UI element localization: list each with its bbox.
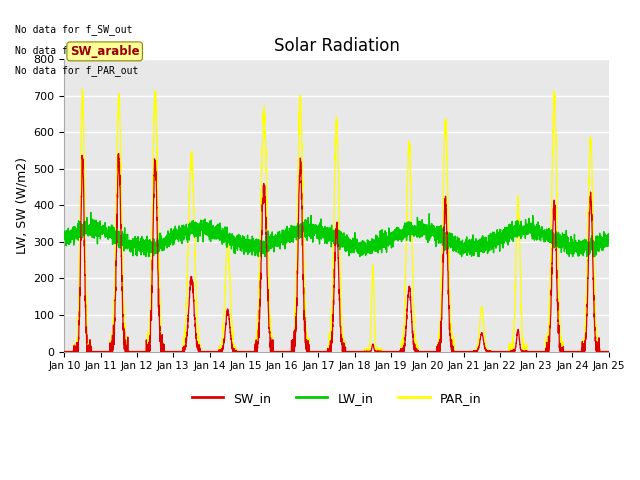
Text: No data for f_PAR_out: No data for f_PAR_out — [15, 65, 139, 76]
Legend: SW_in, LW_in, PAR_in: SW_in, LW_in, PAR_in — [187, 386, 486, 409]
Text: No data for f_SW_out: No data for f_SW_out — [15, 24, 133, 35]
Title: Solar Radiation: Solar Radiation — [274, 37, 399, 55]
Text: No data for f_LW_out: No data for f_LW_out — [15, 45, 133, 56]
Text: SW_arable: SW_arable — [70, 45, 140, 58]
Y-axis label: LW, SW (W/m2): LW, SW (W/m2) — [15, 157, 28, 254]
